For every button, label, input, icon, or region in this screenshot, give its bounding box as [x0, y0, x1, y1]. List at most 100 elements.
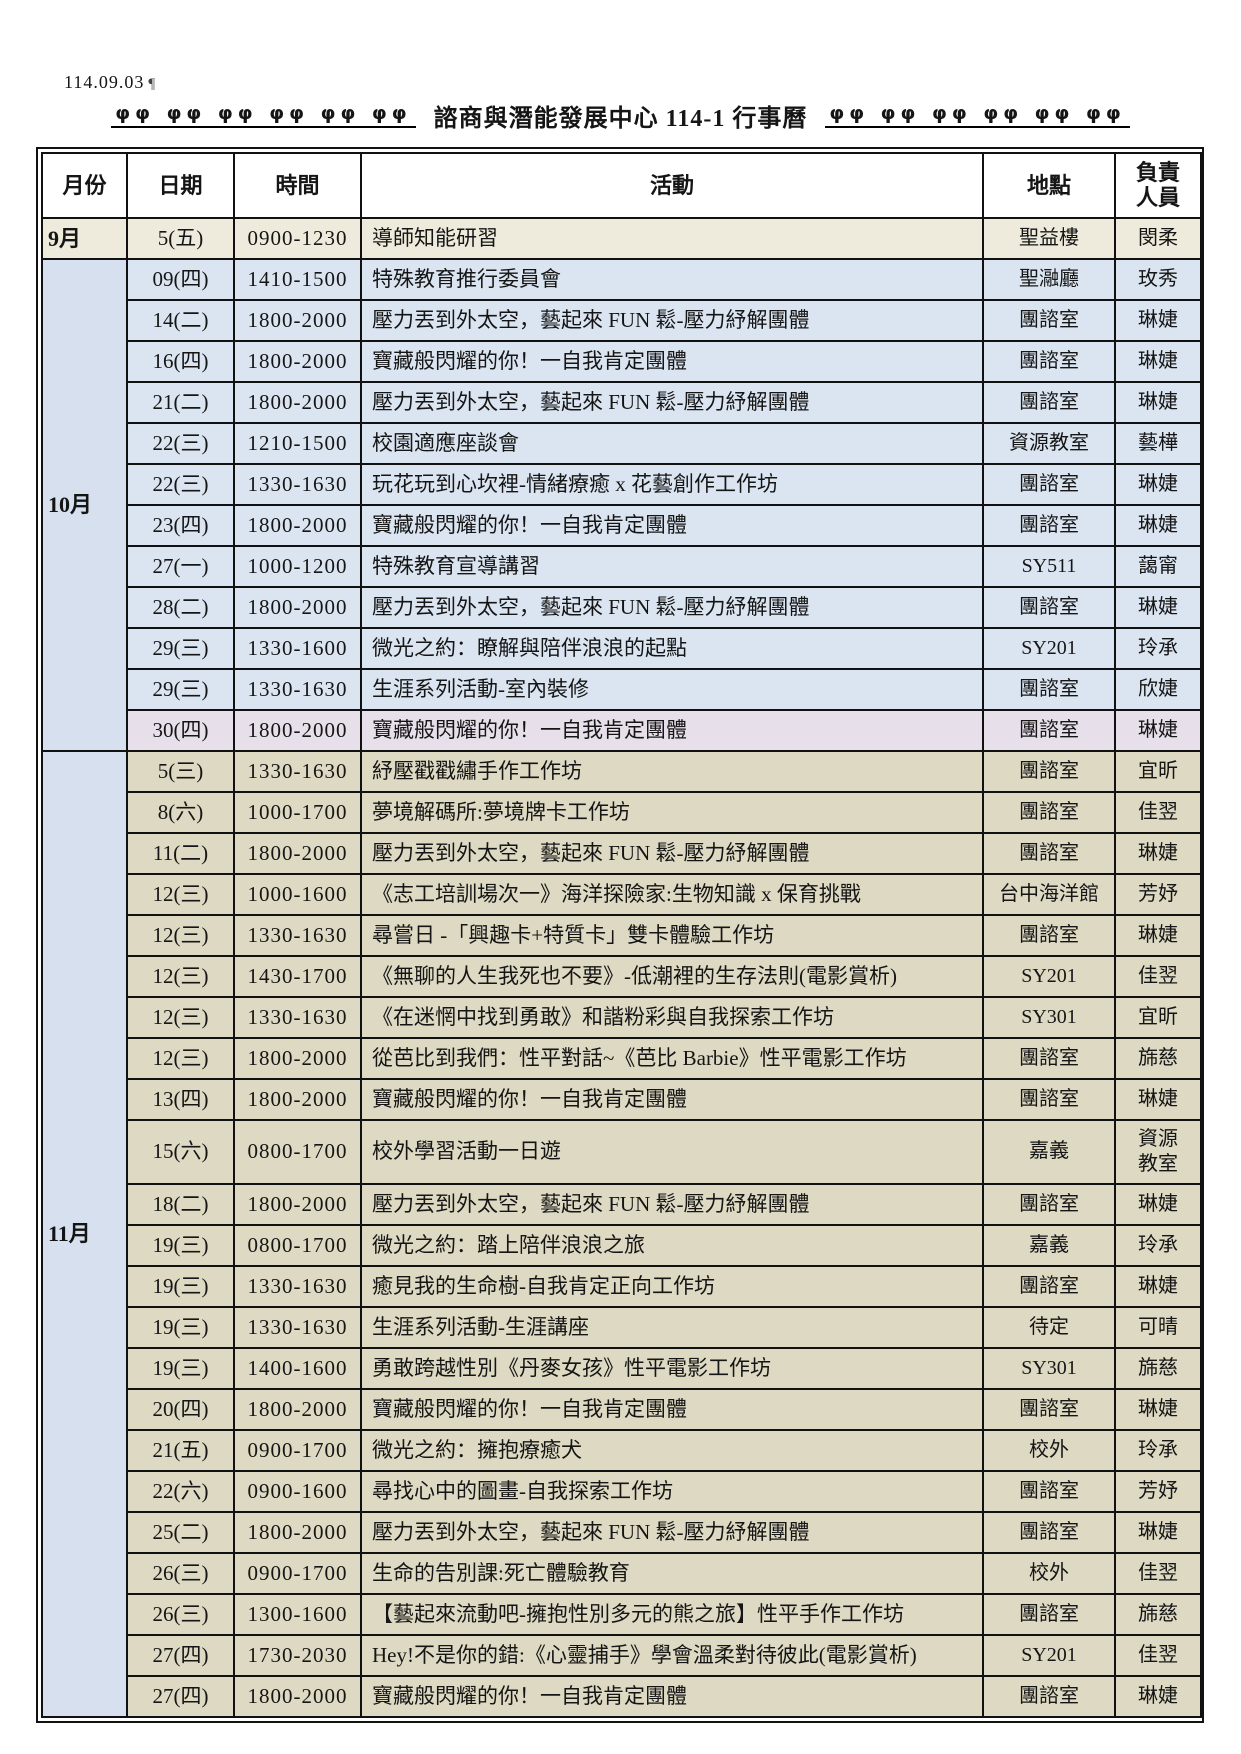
- cell-activity: 《在迷惘中找到勇敢》和諧粉彩與自我探索工作坊: [360, 995, 984, 1039]
- cell-date: 29(三): [126, 667, 235, 711]
- cell-activity: 壓力丟到外太空，藝起來 FUN 鬆-壓力紓解團體: [360, 1182, 984, 1226]
- schedule-row: 27(四) 1730-2030 Hey!不是你的錯:《心靈捕手》學會溫柔對待彼此(電…: [42, 1633, 1202, 1677]
- cell-activity: 從芭比到我們：性平對話~《芭比 Barbie》性平電影工作坊: [360, 1036, 984, 1080]
- cell-location: 團諮室: [982, 749, 1116, 793]
- schedule-row: 15(六) 0800-1700 校外學習活動一日遊 嘉義 資源 教室: [42, 1118, 1202, 1185]
- cell-time: 0900-1700: [233, 1428, 362, 1472]
- cell-location: 團諮室: [982, 380, 1116, 424]
- cell-date: 12(三): [126, 954, 235, 998]
- cell-activity: 壓力丟到外太空，藝起來 FUN 鬆-壓力紓解團體: [360, 1510, 984, 1554]
- cell-date: 12(三): [126, 995, 235, 1039]
- schedule-row: 20(四) 1800-2000 寶藏般閃耀的你！一自我肯定團體 團諮室 琳婕: [42, 1387, 1202, 1431]
- cell-location: SY301: [982, 995, 1116, 1039]
- header-activity: 活動: [360, 152, 984, 219]
- cell-date: 5(五): [126, 216, 235, 260]
- cell-location: 團諮室: [982, 1387, 1116, 1431]
- schedule-row: 22(三) 1210-1500 校園適應座談會 資源教室 藝樺: [42, 421, 1202, 465]
- cell-time: 1800-2000: [233, 1036, 362, 1080]
- cell-time: 1330-1630: [233, 913, 362, 957]
- cell-location: SY511: [982, 544, 1116, 588]
- schedule-row: 22(三) 1330-1630 玩花玩到心坎裡-情緒療癒 x 花藝創作工作坊 團諮室琳…: [42, 462, 1202, 506]
- schedule-row: 12(三) 1800-2000 從芭比到我們：性平對話~《芭比 Barbie》性平電…: [42, 1036, 1202, 1080]
- cell-activity: 微光之約：擁抱療癒犬: [360, 1428, 984, 1472]
- cell-person: 琳婕: [1114, 708, 1202, 752]
- cell-date: 12(三): [126, 1036, 235, 1080]
- cell-time: 0900-1700: [233, 1551, 362, 1595]
- cell-activity: 壓力丟到外太空，藝起來 FUN 鬆-壓力紓解團體: [360, 298, 984, 342]
- cell-date: 11(二): [126, 831, 235, 875]
- cell-person: 藹甯: [1114, 544, 1202, 588]
- header-month: 月份: [41, 152, 128, 219]
- cell-time: 1330-1630: [233, 1264, 362, 1308]
- schedule-row: 9月 5(五) 0900-1230 導師知能研習 聖益樓 閔柔: [41, 216, 1202, 260]
- cell-location: 團諮室: [982, 913, 1116, 957]
- cell-date: 27(四): [126, 1633, 235, 1677]
- cell-person: 琳婕: [1114, 831, 1202, 875]
- cell-time: 0800-1700: [233, 1118, 362, 1185]
- cell-person: 旆慈: [1114, 1346, 1202, 1390]
- cell-person: 玲承: [1114, 1223, 1202, 1267]
- revision-date-note: 114.09.03 ¶: [64, 72, 156, 93]
- schedule-body: 9月 5(五) 0900-1230 導師知能研習 聖益樓 閔柔 10月 09(四) 1410-1…: [41, 216, 1202, 1718]
- cell-person: 佳翌: [1114, 954, 1202, 998]
- cell-location: 團諮室: [982, 708, 1116, 752]
- cell-date: 26(三): [126, 1551, 235, 1595]
- cell-location: SY201: [982, 626, 1116, 670]
- header-person: 負責 人員: [1114, 152, 1202, 219]
- cell-time: 1800-2000: [233, 380, 362, 424]
- cell-person: 欣婕: [1114, 667, 1202, 711]
- cell-time: 0800-1700: [233, 1223, 362, 1267]
- cell-activity: 寶藏般閃耀的你！一自我肯定團體: [360, 1674, 984, 1718]
- cell-time: 1800-2000: [233, 1077, 362, 1121]
- cell-location: 團諮室: [982, 585, 1116, 629]
- cell-activity: 尋找心中的圖畫-自我探索工作坊: [360, 1469, 984, 1513]
- cell-date: 30(四): [126, 708, 235, 752]
- schedule-row: 27(四) 1800-2000 寶藏般閃耀的你！一自我肯定團體 團諮室 琳婕: [42, 1674, 1202, 1718]
- cell-person: 玲承: [1114, 1428, 1202, 1472]
- schedule-row: 19(三) 0800-1700 微光之約：踏上陪伴浪浪之旅 嘉義 玲承: [42, 1223, 1202, 1267]
- schedule-row: 19(三) 1330-1630 癒見我的生命樹-自我肯定正向工作坊 團諮室 琳婕: [42, 1264, 1202, 1308]
- header-time: 時間: [233, 152, 362, 219]
- cell-person: 琳婕: [1114, 339, 1202, 383]
- cell-date: 23(四): [126, 503, 235, 547]
- cell-location: 團諮室: [982, 1036, 1116, 1080]
- schedule-row: 13(四) 1800-2000 寶藏般閃耀的你！一自我肯定團體 團諮室 琳婕: [42, 1077, 1202, 1121]
- cell-time: 1730-2030: [233, 1633, 362, 1677]
- month-cell: 11月: [41, 749, 128, 1718]
- cell-time: 1330-1600: [233, 626, 362, 670]
- schedule-table-frame: 月份 日期 時間 活動 地點 負責 人員 9月 5(五) 0900-1230 導師知能…: [36, 147, 1204, 1723]
- cell-date: 20(四): [126, 1387, 235, 1431]
- cell-time: 1330-1630: [233, 995, 362, 1039]
- cell-activity: 壓力丟到外太空，藝起來 FUN 鬆-壓力紓解團體: [360, 585, 984, 629]
- cell-location: 團諮室: [982, 1182, 1116, 1226]
- cell-time: 1330-1630: [233, 667, 362, 711]
- cell-time: 1800-2000: [233, 503, 362, 547]
- cell-location: 嘉義: [982, 1118, 1116, 1185]
- cell-date: 13(四): [126, 1077, 235, 1121]
- paragraph-mark-icon: ¶: [148, 76, 157, 92]
- cell-date: 5(三): [126, 749, 235, 793]
- schedule-row: 30(四) 1800-2000 寶藏般閃耀的你！一自我肯定團體 團諮室 琳婕: [42, 708, 1202, 752]
- cell-activity: 生涯系列活動-室內裝修: [360, 667, 984, 711]
- cell-activity: 玩花玩到心坎裡-情緒療癒 x 花藝創作工作坊: [360, 462, 984, 506]
- cell-person: 資源 教室: [1114, 1118, 1202, 1185]
- revision-date: 114.09.03: [64, 72, 145, 92]
- schedule-row: 16(四) 1800-2000 寶藏般閃耀的你！一自我肯定團體 團諮室 琳婕: [42, 339, 1202, 383]
- cell-activity: 夢境解碼所:夢境牌卡工作坊: [360, 790, 984, 834]
- cell-date: 14(二): [126, 298, 235, 342]
- schedule-row: 8(六) 1000-1700 夢境解碼所:夢境牌卡工作坊 團諮室 佳翌: [42, 790, 1202, 834]
- schedule-row: 22(六) 0900-1600 尋找心中的圖畫-自我探索工作坊 團諮室 芳妤: [42, 1469, 1202, 1513]
- cell-activity: 校園適應座談會: [360, 421, 984, 465]
- cell-activity: 癒見我的生命樹-自我肯定正向工作坊: [360, 1264, 984, 1308]
- cell-time: 1400-1600: [233, 1346, 362, 1390]
- cell-activity: 壓力丟到外太空，藝起來 FUN 鬆-壓力紓解團體: [360, 380, 984, 424]
- cell-time: 1000-1600: [233, 872, 362, 916]
- schedule-row: 23(四) 1800-2000 寶藏般閃耀的你！一自我肯定團體 團諮室 琳婕: [42, 503, 1202, 547]
- cell-date: 19(三): [126, 1264, 235, 1308]
- schedule-row: 19(三) 1330-1630 生涯系列活動-生涯講座 待定 可晴: [42, 1305, 1202, 1349]
- cell-time: 1430-1700: [233, 954, 362, 998]
- page-title: 諮商與潛能發展中心 114-1 行事曆: [433, 106, 808, 132]
- schedule-row: 21(二) 1800-2000 壓力丟到外太空，藝起來 FUN 鬆-壓力紓解團體 團諮…: [42, 380, 1202, 424]
- header-date: 日期: [126, 152, 235, 219]
- cell-person: 琳婕: [1114, 1182, 1202, 1226]
